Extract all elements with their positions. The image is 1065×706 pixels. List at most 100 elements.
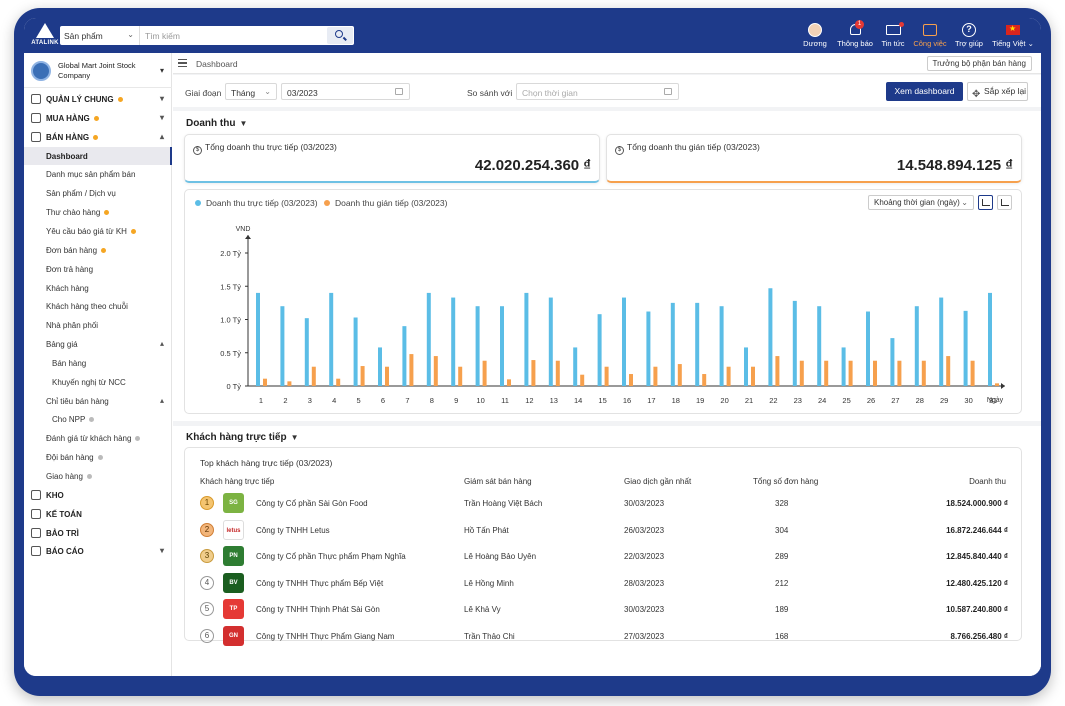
bar-direct <box>719 306 724 386</box>
menu-toggle-icon[interactable] <box>178 59 187 67</box>
search-button[interactable] <box>327 27 353 44</box>
rearrange-button[interactable]: ✥ Sắp xếp lại <box>967 82 1028 101</box>
compare-date-input[interactable]: Chọn thời gian <box>516 83 679 100</box>
sidebar-item[interactable]: Đơn bán hàng <box>24 241 172 260</box>
sidebar-item[interactable]: Giao hàng <box>24 467 172 486</box>
company-selector[interactable]: Global Mart Joint Stock Company ▾ <box>24 53 172 88</box>
legend-indirect[interactable]: Doanh thu gián tiếp (03/2023) <box>324 198 447 208</box>
sidebar-item[interactable]: Đơn trả hàng <box>24 260 172 279</box>
line-chart-toggle[interactable] <box>997 195 1012 210</box>
filter-bar: Giai đoạn Tháng ⌄ 03/2023 So sánh với Ch… <box>173 75 1041 107</box>
x-tick-label: 15 <box>598 396 606 405</box>
period-unit-select[interactable]: Tháng ⌄ <box>225 83 277 100</box>
search-input[interactable] <box>140 26 330 45</box>
sidebar-item-label: Khách hàng <box>46 283 89 293</box>
company-logo: TP <box>223 599 244 619</box>
rank-badge: 2 <box>200 522 214 537</box>
chevron-down-icon: ⌄ <box>264 87 271 96</box>
sidebar-item[interactable]: Khuyến nghị từ NCC <box>24 373 172 392</box>
x-tick-label: 29 <box>940 396 948 405</box>
bar-direct <box>378 347 382 386</box>
table-row[interactable]: 3 PN Công ty Cổ phần Thực phẩm Phạm Nghĩa L… <box>185 543 1023 569</box>
tasks-button[interactable]: Công việc <box>912 21 948 51</box>
legend-direct[interactable]: Doanh thu trực tiếp (03/2023) <box>195 198 318 208</box>
caret-up-icon: ▴ <box>159 131 164 141</box>
bar-indirect <box>653 366 658 386</box>
sidebar-item-label: Thư chào hàng <box>46 208 101 218</box>
bar-indirect <box>336 378 341 386</box>
bar-direct <box>304 318 309 386</box>
x-tick-label: 6 <box>381 396 385 405</box>
sidebar-item[interactable]: Cho NPP <box>24 410 172 429</box>
atalink-logo[interactable]: ATALINK <box>30 21 60 51</box>
revenue-section-toggle[interactable]: Doanh thu ▼ <box>186 118 247 129</box>
sidebar-item[interactable]: Sản phẩm / Dịch vụ <box>24 184 172 203</box>
col-revenue: Doanh thu <box>969 477 1006 486</box>
x-tick-label: 11 <box>501 396 509 405</box>
sidebar-item[interactable]: BÁN HÀNG ▴ <box>24 128 172 147</box>
sidebar-item[interactable]: Dashboard <box>24 146 172 166</box>
coin-icon: $ <box>193 146 202 155</box>
notifications-button[interactable]: 1 Thông báo <box>836 20 874 51</box>
order-count: 212 <box>775 578 789 588</box>
bar-indirect <box>995 383 999 386</box>
sidebar-item[interactable]: KẾ TOÁN <box>24 505 172 524</box>
col-supervisor: Giám sát bán hàng <box>464 477 532 486</box>
x-tick-label: 17 <box>647 396 655 405</box>
compare-label: So sánh với <box>467 88 513 98</box>
section-icon <box>31 508 41 519</box>
customers-section-toggle[interactable]: Khách hàng trực tiếp ▼ <box>186 432 299 443</box>
y-tick-label: 0.5 Tỷ <box>220 349 241 358</box>
news-button[interactable]: Tin tức <box>879 21 907 51</box>
customer-name: Công ty TNHH Thịnh Phát Sài Gòn <box>256 605 380 614</box>
search-category-select[interactable]: Sản phẩm ⌄ <box>60 26 140 45</box>
bar-direct <box>256 292 260 386</box>
x-tick-label: 9 <box>454 396 458 405</box>
revenue-value: 18.524.000.900 ₫ <box>946 499 1008 508</box>
help-button[interactable]: ? Trợ giúp <box>953 21 985 51</box>
time-range-select[interactable]: Khoảng thời gian (ngày) ⌄ <box>868 195 974 210</box>
order-count: 168 <box>775 631 789 641</box>
sidebar-item[interactable]: Đánh giá từ khách hàng <box>24 429 172 448</box>
sidebar-item[interactable]: BÁO CÁO ▾ <box>24 542 172 561</box>
user-menu[interactable]: Dương <box>799 21 831 51</box>
sidebar-item[interactable]: Khách hàng theo chuỗi <box>24 297 172 316</box>
bar-direct <box>963 310 968 386</box>
table-row[interactable]: 5 TP Công ty TNHH Thịnh Phát Sài Gòn Lê Khả… <box>185 596 1023 622</box>
sidebar-item[interactable]: Chỉ tiêu bán hàng ▴ <box>24 392 172 411</box>
sidebar-item[interactable]: Bảng giá ▴ <box>24 335 172 354</box>
sidebar-item[interactable]: MUA HÀNG ▾ <box>24 109 172 128</box>
x-tick-label: 3 <box>308 396 312 405</box>
table-row[interactable]: 4 BV Công ty TNHH Thực phẩm Bếp Việt Lê Hồn… <box>185 570 1023 596</box>
sidebar-item[interactable]: Yêu cầu báo giá từ KH <box>24 222 172 241</box>
bar-chart-toggle[interactable] <box>978 195 993 210</box>
role-badge[interactable]: Trưởng bộ phận bán hàng <box>926 56 1032 71</box>
table-row[interactable]: 6 GN Công ty TNHH Thực Phẩm Giang Nam Trần … <box>185 623 1023 649</box>
sidebar-item[interactable]: BẢO TRÌ <box>24 524 172 543</box>
x-tick-label: 1 <box>259 396 263 405</box>
period-date-input[interactable]: 03/2023 <box>281 83 410 100</box>
legend-dot <box>195 200 201 206</box>
sidebar-item[interactable]: Thư chào hàng <box>24 203 172 222</box>
sidebar-item[interactable]: Khách hàng <box>24 279 172 298</box>
caret-down-icon: ▾ <box>159 94 164 103</box>
sidebar-item[interactable]: KHO <box>24 486 172 505</box>
bar-indirect <box>702 374 707 386</box>
sidebar-item[interactable]: QUẢN LÝ CHUNG ▾ <box>24 90 172 109</box>
x-tick-label: 28 <box>916 396 924 405</box>
view-dashboard-button[interactable]: Xem dashboard <box>886 82 963 101</box>
sidebar-item[interactable]: Đội bán hàng <box>24 448 172 467</box>
bar-direct <box>329 292 334 386</box>
customer-name: Công ty TNHH Thực phẩm Bếp Việt <box>256 578 384 588</box>
table-row[interactable]: 1 SG FOOD Công ty Cổ phần Sài Gòn Food Trần… <box>185 490 1023 526</box>
status-dot <box>98 455 103 461</box>
sidebar-item[interactable]: Bán hàng <box>24 354 172 373</box>
bar-indirect <box>287 381 292 386</box>
sidebar-item[interactable]: Nhà phân phối <box>24 316 172 335</box>
search-icon <box>335 30 343 38</box>
sidebar-item[interactable]: Danh mục sản phẩm bán <box>24 165 172 184</box>
app-screen: ATALINK Sản phẩm ⌄ Dương 1 Thông báo Tin… <box>24 18 1041 676</box>
section-icon <box>31 131 41 142</box>
language-select[interactable]: Tiếng Việt ⌄ <box>991 21 1035 51</box>
table-row[interactable]: 2 letus Công ty TNHH Letus Hồ Tấn Phát 26/03… <box>185 517 1023 543</box>
